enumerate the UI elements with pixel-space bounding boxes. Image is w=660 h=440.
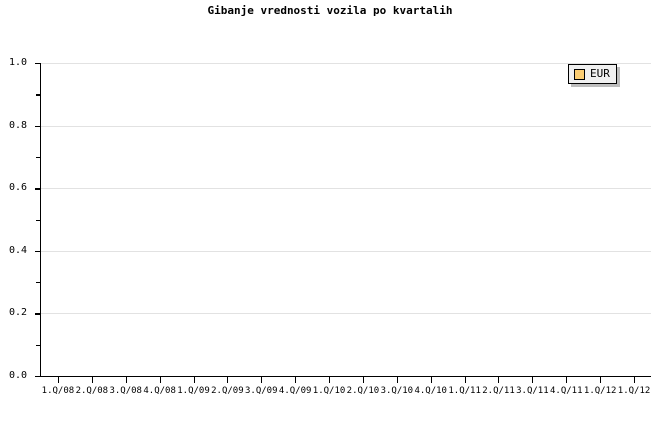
y-axis-minor-tick — [36, 219, 41, 221]
x-axis-tick — [634, 377, 636, 383]
x-axis-tick-label: 1.Q/10 — [312, 386, 346, 396]
x-axis-tick — [600, 377, 602, 383]
x-axis-tick-label: 4.Q/08 — [143, 386, 176, 396]
y-axis-tick-label: 0.0 — [8, 370, 27, 381]
gridline-horizontal — [41, 188, 651, 190]
x-axis-tick-label: 1.Q/11 — [448, 386, 481, 396]
chart-legend[interactable]: EUR — [568, 64, 617, 84]
y-axis-minor-tick — [36, 282, 41, 284]
x-axis-tick-label: 2.Q/09 — [211, 386, 244, 396]
x-axis-tick — [126, 377, 128, 383]
x-axis-tick — [329, 377, 331, 383]
y-axis-tick — [35, 188, 41, 190]
x-axis-tick — [92, 377, 94, 383]
x-axis-line — [40, 376, 651, 378]
x-axis-tick — [363, 377, 365, 383]
y-axis-tick-label: 1.0 — [8, 57, 27, 68]
y-axis-minor-tick — [36, 156, 41, 159]
legend-swatch-eur-icon — [574, 68, 585, 80]
y-axis-tick-label: 0.2 — [8, 307, 27, 319]
x-axis-tick — [532, 377, 534, 383]
x-axis-tick-label: 3.Q/10 — [380, 386, 414, 396]
y-axis-tick — [35, 125, 41, 127]
gridline-horizontal — [41, 125, 651, 127]
gridline-horizontal — [41, 250, 651, 252]
x-axis-tick — [498, 377, 500, 383]
x-axis-tick-label: 4.Q/10 — [414, 386, 447, 396]
x-axis-tick — [261, 377, 263, 383]
y-axis-tick-label: 0.4 — [8, 244, 27, 256]
x-axis-tick-label: 1.Q/12 — [617, 386, 651, 396]
x-axis-tick-label: 3.Q/08 — [109, 386, 142, 396]
x-axis-tick — [295, 377, 297, 383]
legend-label-eur: EUR — [590, 67, 610, 80]
gridline-horizontal — [41, 313, 651, 315]
chart-title: Gibanje vrednosti vozila po kvartalih — [207, 4, 453, 17]
y-axis-tick — [35, 63, 41, 65]
x-axis-tick-label: 2.Q/10 — [346, 386, 380, 396]
x-axis-tick — [227, 377, 229, 383]
x-axis-tick — [160, 377, 162, 383]
x-axis-tick-label: 3.Q/09 — [245, 386, 278, 396]
x-axis-tick-label: 2.Q/11 — [482, 386, 515, 396]
x-axis-tick — [194, 377, 196, 383]
x-axis-tick-label: 1.Q/09 — [177, 386, 210, 396]
y-axis-tick — [35, 313, 41, 315]
plot-area — [41, 63, 651, 376]
y-axis-minor-tick — [36, 94, 41, 96]
y-axis-tick — [35, 376, 41, 378]
x-axis-tick — [397, 377, 399, 383]
y-axis-tick-label: 0.6 — [8, 182, 27, 194]
x-axis-tick-label: 4.Q/09 — [278, 386, 312, 396]
x-axis-tick-label: 4.Q/11 — [550, 386, 583, 396]
gridline-horizontal — [41, 63, 651, 64]
x-axis-tick-label: 1.Q/12 — [583, 386, 617, 396]
y-axis-minor-tick — [36, 344, 41, 347]
y-axis-tick — [35, 250, 41, 253]
x-axis-tick — [58, 377, 60, 383]
x-axis-tick-label: 1.Q/08 — [41, 386, 75, 396]
x-axis-tick — [566, 377, 568, 383]
x-axis-tick-label: 2.Q/08 — [75, 386, 109, 396]
x-axis-tick — [431, 377, 433, 383]
x-axis-tick-label: 3.Q/11 — [516, 386, 549, 396]
x-axis-tick — [465, 377, 467, 383]
y-axis-tick-label: 0.8 — [8, 119, 27, 131]
